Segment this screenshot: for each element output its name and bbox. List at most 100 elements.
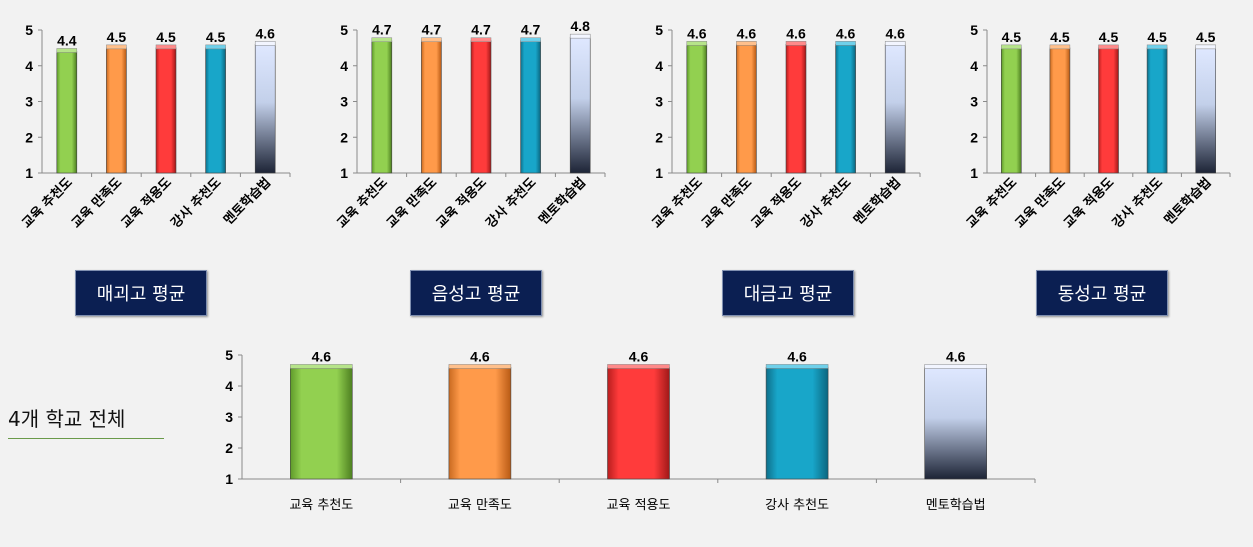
bar-cap — [686, 41, 708, 46]
bar — [1000, 47, 1022, 174]
chart-title-dongseong: 동성고 평균 — [1036, 270, 1168, 316]
chart-title-daegeum: 대금고 평균 — [722, 270, 854, 316]
y-tick-label: 1 — [970, 165, 978, 181]
y-tick-label: 3 — [970, 94, 978, 110]
bar — [1146, 47, 1168, 174]
bar — [1098, 47, 1119, 174]
y-tick-label: 5 — [225, 347, 233, 363]
category-label: 교육 추천도 — [963, 174, 1020, 231]
category-label: 멘토학습법 — [535, 175, 589, 229]
data-label: 4.6 — [470, 348, 490, 364]
data-label: 4.5 — [1196, 29, 1216, 45]
bar — [686, 43, 708, 174]
category-label: 교육 만족도 — [448, 498, 512, 513]
data-label: 4.5 — [1002, 29, 1022, 45]
y-tick-label: 3 — [25, 94, 33, 110]
data-label: 4.7 — [372, 22, 392, 38]
data-label: 4.6 — [255, 25, 275, 41]
category-label: 강사 추천도 — [765, 498, 829, 513]
bar-cap — [205, 44, 226, 50]
bar-cap — [371, 37, 393, 42]
data-label: 4.6 — [629, 348, 649, 364]
bar-cap — [520, 37, 541, 42]
y-tick-label: 3 — [340, 94, 348, 110]
chart-daegeum-svg: 1 2 3 4 5 4.6 교육 추천도 4.6 교육 만족도 4.6 교육 적용도 4.6 강사 추천… — [649, 22, 921, 231]
data-label: 4.7 — [471, 22, 491, 38]
bar-cap — [470, 37, 492, 42]
bar-cap — [254, 41, 276, 46]
category-label: 교육 적용도 — [607, 498, 671, 513]
chart-total: 1 2 3 4 5 4.6 교육 추천도 4.6 교육 만족도 4.6 교육 적용도 4.6 강사 추천… — [200, 335, 1050, 535]
bar — [520, 40, 541, 174]
chart-daegeum: 1 2 3 4 5 4.6 교육 추천도 4.6 교육 만족도 4.6 교육 적용도 4.6 강사 추천… — [630, 0, 940, 270]
bar — [1195, 47, 1216, 174]
y-tick-label: 5 — [970, 22, 978, 38]
data-label: 4.7 — [422, 22, 442, 38]
y-tick-label: 1 — [25, 165, 33, 181]
data-label: 4.6 — [312, 348, 332, 364]
data-label: 4.6 — [786, 25, 806, 41]
bar — [470, 40, 492, 174]
category-label: 교육 적용도 — [118, 174, 175, 231]
data-label: 4.4 — [57, 32, 77, 48]
chart-dongseong-svg: 1 2 3 4 5 4.5 교육 추천도 4.5 교육 만족도 4.5 교육 적용도 4.5 강사 추천… — [963, 22, 1231, 231]
data-label: 4.6 — [787, 348, 807, 364]
bar-cap — [835, 41, 856, 46]
category-label: 교육 적용도 — [1061, 174, 1118, 231]
bar — [884, 43, 906, 174]
bar — [835, 43, 856, 174]
chart-title-maegoe: 매괴고 평균 — [75, 270, 207, 316]
y-tick-label: 4 — [225, 378, 233, 394]
bar-cap — [421, 37, 442, 42]
bar-cap — [1098, 44, 1119, 50]
bar — [205, 47, 226, 174]
bar — [736, 43, 757, 174]
bar-cap — [785, 41, 807, 46]
category-label: 교육 만족도 — [698, 174, 755, 231]
category-label: 교육 만족도 — [1012, 174, 1069, 231]
bar-cap — [884, 41, 906, 46]
y-tick-label: 5 — [25, 22, 33, 38]
bar — [765, 367, 829, 480]
bar-cap — [448, 364, 512, 369]
bar — [371, 40, 393, 174]
y-tick-label: 2 — [970, 129, 978, 145]
bar — [785, 43, 807, 174]
category-label: 멘토학습법 — [1161, 175, 1215, 229]
category-label: 멘토학습법 — [220, 175, 274, 229]
category-label: 교육 추천도 — [289, 498, 353, 513]
data-label: 4.5 — [206, 29, 226, 45]
bar-cap — [736, 41, 757, 46]
bar-cap — [569, 33, 591, 39]
chart-total-svg: 1 2 3 4 5 4.6 교육 추천도 4.6 교육 만족도 4.6 교육 적용도 4.6 강사 추천… — [225, 347, 1036, 513]
data-label: 4.5 — [1147, 29, 1167, 45]
y-tick-label: 2 — [225, 440, 233, 456]
y-tick-label: 4 — [655, 58, 663, 74]
bar-cap — [1001, 44, 1022, 50]
data-label: 4.5 — [107, 29, 127, 45]
chart-maegoe: 1 2 3 4 5 4.4 교육 추천도 4.5 교육 만족도 4.5 교육 적용도 4.5 강사 추천… — [0, 0, 310, 270]
bar-cap — [765, 364, 829, 369]
bar-cap — [106, 44, 127, 50]
bar-cap — [1195, 44, 1216, 50]
y-tick-label: 1 — [340, 165, 348, 181]
y-tick-label: 1 — [225, 471, 233, 487]
chart-eumseong: 1 2 3 4 5 4.7 교육 추천도 4.7 교육 만족도 4.7 교육 적용도 4.7 강사 추천… — [315, 0, 625, 270]
data-label: 4.7 — [521, 22, 541, 38]
data-label: 4.5 — [1099, 29, 1119, 45]
data-label: 4.5 — [1050, 29, 1070, 45]
bar — [106, 47, 127, 174]
data-label: 4.6 — [836, 25, 856, 41]
bar — [448, 367, 512, 480]
data-label: 4.6 — [737, 25, 757, 41]
bar-cap — [924, 364, 987, 369]
y-tick-label: 2 — [340, 129, 348, 145]
y-tick-label: 3 — [225, 409, 233, 425]
bar — [924, 367, 988, 480]
y-tick-label: 4 — [340, 58, 348, 74]
chart-title-total: 4개 학교 전체 — [8, 403, 164, 439]
bar — [290, 367, 353, 480]
data-label: 4.6 — [885, 25, 905, 41]
category-label: 멘토학습법 — [926, 498, 986, 513]
y-tick-label: 4 — [970, 58, 978, 74]
